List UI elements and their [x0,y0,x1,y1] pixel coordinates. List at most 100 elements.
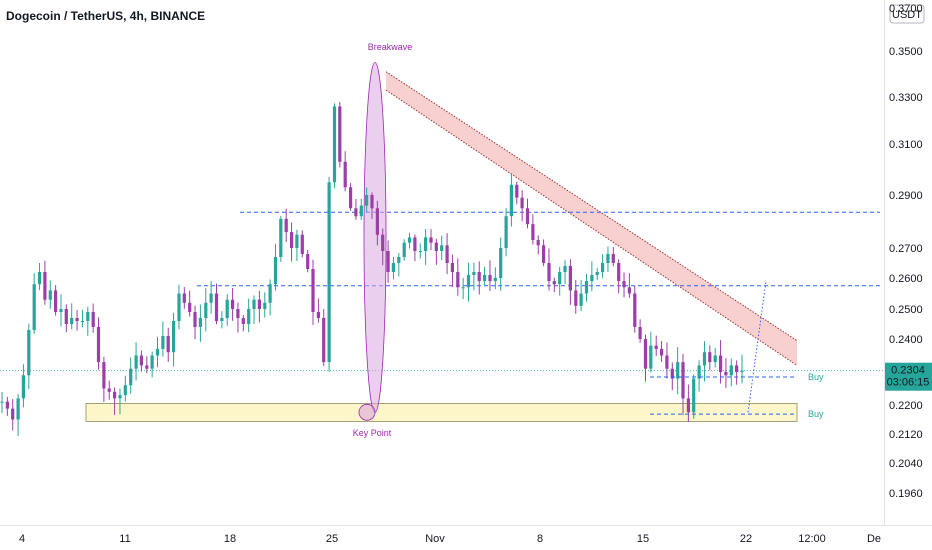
candle-body [279,218,283,257]
candle-body [252,299,256,309]
candle-body [601,263,605,272]
candle-body [579,293,583,306]
candle-body [172,321,176,353]
candle-body [263,302,267,309]
key-zone [85,402,798,422]
candle-body [343,161,347,188]
candle-body [11,408,15,420]
candle-body [306,254,310,269]
time-axis: 4 11 18 25 Nov 8 15 22 12:00 De [19,533,881,545]
candle-body [606,254,610,263]
candle-body [590,275,594,282]
candle-body [113,391,117,399]
candle-body [547,263,551,282]
buy-label: Buy [808,409,824,419]
candle-body [676,362,680,379]
candle-body [472,272,476,275]
candle-body [386,251,390,272]
price-tick: 0.1960 [889,488,923,500]
price-tick-top: 0.3700 [889,3,923,15]
candle-body [375,208,379,235]
candle-body [456,272,460,288]
candle-body [493,278,497,282]
candle-body [118,395,122,399]
descending-channel [386,71,797,366]
candle-body [316,312,320,318]
candle-body [220,318,224,321]
candle-body [568,266,572,291]
candle-body [332,106,337,183]
candle-body [370,195,374,209]
candle-body [660,348,664,356]
candle-body [273,257,278,285]
candle-body [670,368,674,379]
time-tick: 18 [224,533,236,545]
currency-button[interactable] [889,4,925,24]
candle-body [466,275,471,288]
candle-body [402,242,406,257]
candle-body [424,237,428,251]
candle-body [134,355,138,369]
candle-body [692,378,696,413]
candle-body [214,293,219,321]
candle-body [177,293,181,321]
candle-body [75,318,79,321]
candle-body [536,240,540,246]
candle-body [48,290,52,300]
candle-body [27,330,31,376]
candle-body [735,365,739,372]
candle-body [729,365,733,376]
candle-body [563,266,567,272]
price-tick: 0.2700 [889,243,923,255]
candle-body [70,318,74,324]
time-tick: 15 [637,533,649,545]
candle-body [397,257,401,263]
candle-body [300,234,304,254]
candle-body [150,355,154,369]
price-tick: 0.2600 [889,273,923,285]
candle-body [0,401,4,403]
candle-body [740,370,744,372]
candle-body [483,275,487,282]
candle-body [182,293,186,303]
candle-body [450,263,454,272]
channel-lower-edge [385,89,798,366]
candle-body [413,237,417,251]
time-tick: 4 [19,533,25,545]
projection-path [747,281,767,413]
candle-countdown: 03:06:15 [887,377,930,389]
candle-body [418,251,422,252]
candle-body [627,287,631,294]
candle-body [504,216,508,248]
candle-body [204,302,208,318]
candle-body [32,284,36,330]
currency-button-label[interactable]: USDT [892,9,922,21]
candle-body [96,327,101,363]
candle-body [574,290,578,306]
candle-body [338,106,342,162]
candle-body [708,352,712,363]
candle-body [617,263,621,282]
candle-body [509,184,513,217]
price-tick: 0.3500 [889,46,923,58]
candle-body [477,272,481,282]
candle-body [531,224,535,240]
candle-body [290,232,294,248]
candle-body [86,312,90,321]
price-tick: 0.2500 [889,304,923,316]
candle-body [43,272,47,300]
candle-body [434,242,438,251]
candle-body [681,362,685,399]
candle-body [407,237,412,243]
candle-body [123,385,127,396]
time-tick: 12:00 [798,533,826,545]
candle-body [499,248,503,278]
candle-body [445,245,449,263]
candle-body [697,365,701,379]
candle-body [64,309,68,324]
price-tick: 0.2040 [889,458,923,470]
candle-body [686,398,690,413]
price-tick: 0.2200 [889,400,923,412]
